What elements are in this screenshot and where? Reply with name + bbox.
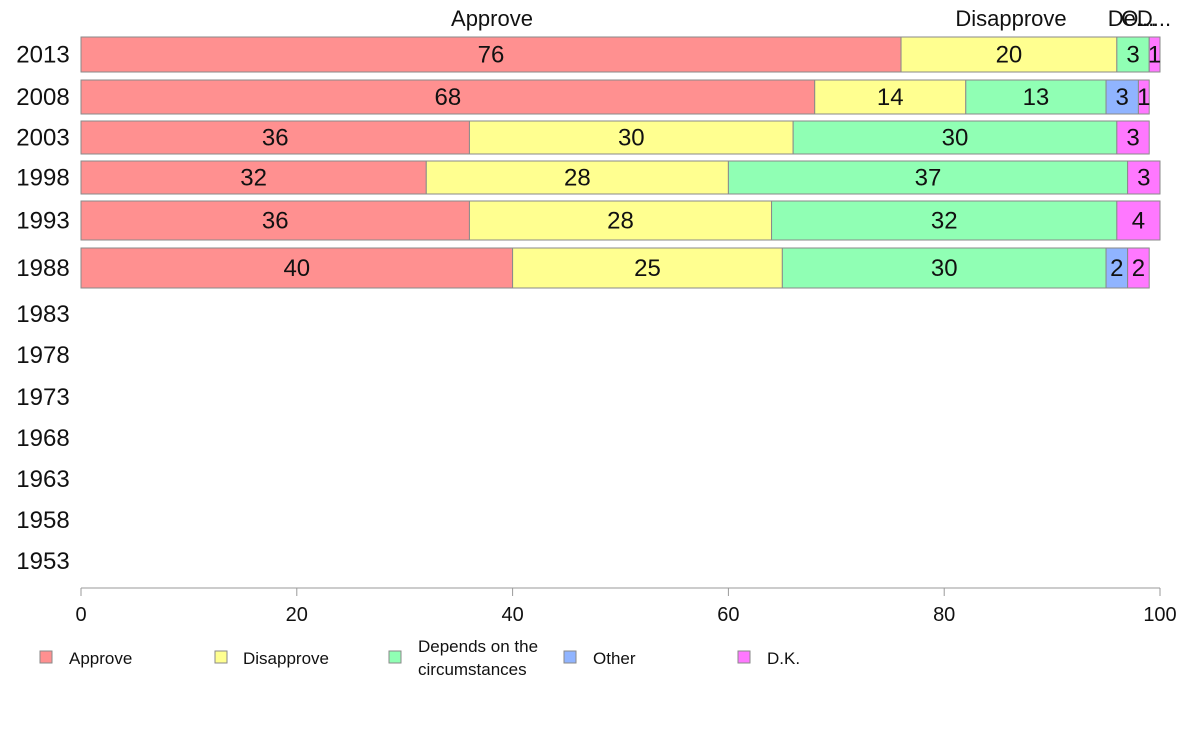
data-label-1988-disapprove: 25: [634, 255, 661, 282]
bar-2003-d-k-: [1116, 120, 1150, 155]
year-label-1983: 1983: [16, 301, 69, 328]
data-label-2008-approve: 68: [435, 84, 462, 111]
data-label-1988-depends-on-the-circumstances: 30: [931, 255, 958, 282]
legend-swatch-depends-on-the-circumstances: [388, 650, 402, 664]
legend-label-depends-on-the-circumstances-line-1: Depends on the: [418, 637, 538, 656]
bar-2013-d-k-: [1148, 36, 1161, 73]
data-label-2013-approve: 76: [478, 42, 505, 69]
year-label-1978: 1978: [16, 342, 69, 369]
data-label-2003-depends-on-the-circumstances: 30: [942, 125, 969, 152]
year-label-1968: 1968: [16, 425, 69, 452]
bar-2008-d-k-: [1137, 79, 1150, 115]
data-label-2013-disapprove: 20: [996, 42, 1023, 69]
legend-swatch-disapprove: [214, 650, 228, 664]
x-axis: 0 20 40 60 80 100: [75, 587, 1177, 626]
year-label-1993: 1993: [16, 208, 69, 235]
data-label-1988-approve: 40: [283, 255, 310, 282]
year-label-1998: 1998: [16, 165, 69, 192]
x-tick-label-20: 20: [286, 604, 308, 626]
data-label-2013-d-k-: 1: [1148, 42, 1161, 69]
x-tick-label-80: 80: [933, 604, 955, 626]
bar-1993-disapprove: [468, 200, 773, 241]
data-label-2013-depends-on-the-circumstances: 3: [1126, 42, 1139, 69]
column-header-3: De...: [1108, 6, 1154, 31]
x-tick-label-0: 0: [75, 604, 86, 626]
data-label-1998-approve: 32: [240, 165, 267, 192]
legend-swatch-approve: [39, 650, 53, 664]
bar-2008-other: [1105, 79, 1139, 115]
legend-label-disapprove: Disapprove: [243, 649, 329, 668]
year-labels: 2013 2008 2003 1998 1993 1988 1983 1978 1973 1968…: [16, 42, 69, 576]
legend-swatch-d-k-: [737, 650, 751, 664]
year-label-1988: 1988: [16, 255, 69, 282]
year-label-1958: 1958: [16, 507, 69, 534]
year-label-1973: 1973: [16, 384, 69, 411]
data-label-1993-d-k-: 4: [1132, 208, 1145, 235]
year-label-2003: 2003: [16, 125, 69, 152]
bar-1998-d-k-: [1127, 160, 1161, 195]
column-header-2: Disapprove: [955, 6, 1066, 31]
data-label-1993-disapprove: 28: [607, 208, 634, 235]
bar-2008-depends-on-the-circumstances: [965, 79, 1107, 115]
data-label-1988-other: 2: [1110, 255, 1123, 282]
data-label-2003-approve: 36: [262, 125, 289, 152]
data-label-1998-depends-on-the-circumstances: 37: [915, 165, 942, 192]
legend-label-depends-on-the-circumstances-line-2: circumstances: [418, 660, 527, 679]
legend: Approve Disapprove Depends on the circumsta…: [39, 637, 800, 679]
column-header-5: D...: [1137, 6, 1171, 31]
bar-2008-approve: [80, 79, 816, 115]
data-label-1998-disapprove: 28: [564, 165, 591, 192]
bar-1988-d-k-: [1127, 247, 1150, 289]
legend-label-d-k-: D.K.: [767, 649, 800, 668]
column-headers: Approve Disapprove De...O...D...: [451, 6, 1171, 31]
column-header-1: Approve: [451, 6, 533, 31]
data-label-2008-disapprove: 14: [877, 84, 904, 111]
x-tick-label-100: 100: [1143, 604, 1176, 626]
bars: 76 20 3 168 14 13 3 136 30 30 332 28 37 336 28 32 440 25 3…: [80, 36, 1161, 289]
data-label-2008-depends-on-the-circumstances: 13: [1023, 84, 1050, 111]
legend-swatch-other: [563, 650, 577, 664]
data-label-2008-other: 3: [1116, 84, 1129, 111]
bar-2003-approve: [80, 120, 470, 155]
bar-1998-approve: [80, 160, 427, 195]
bar-1993-approve: [80, 200, 470, 241]
bar-1993-depends-on-the-circumstances: [771, 200, 1118, 241]
bar-1988-approve: [80, 247, 514, 289]
legend-label-approve: Approve: [69, 649, 132, 668]
data-label-1988-d-k-: 2: [1132, 255, 1145, 282]
bar-1988-disapprove: [512, 247, 783, 289]
data-label-1998-d-k-: 3: [1137, 165, 1150, 192]
bar-2003-depends-on-the-circumstances: [792, 120, 1118, 155]
column-header-4: O...: [1121, 6, 1156, 31]
bar-1988-depends-on-the-circumstances: [781, 247, 1107, 289]
x-tick-label-60: 60: [717, 604, 739, 626]
bar-1998-depends-on-the-circumstances: [727, 160, 1129, 195]
data-label-2008-d-k-: 1: [1137, 84, 1150, 111]
bar-2013-approve: [80, 36, 902, 73]
year-label-1953: 1953: [16, 548, 69, 575]
legend-label-other: Other: [593, 649, 636, 668]
year-label-2008: 2008: [16, 84, 69, 111]
data-label-1993-depends-on-the-circumstances: 32: [931, 208, 958, 235]
x-tick-label-40: 40: [501, 604, 523, 626]
bar-1993-d-k-: [1116, 200, 1161, 241]
bar-2008-disapprove: [814, 79, 967, 115]
data-label-2003-disapprove: 30: [618, 125, 645, 152]
data-label-1993-approve: 36: [262, 208, 289, 235]
year-label-2013: 2013: [16, 42, 69, 69]
year-label-1963: 1963: [16, 466, 69, 493]
data-label-2003-d-k-: 3: [1126, 125, 1139, 152]
